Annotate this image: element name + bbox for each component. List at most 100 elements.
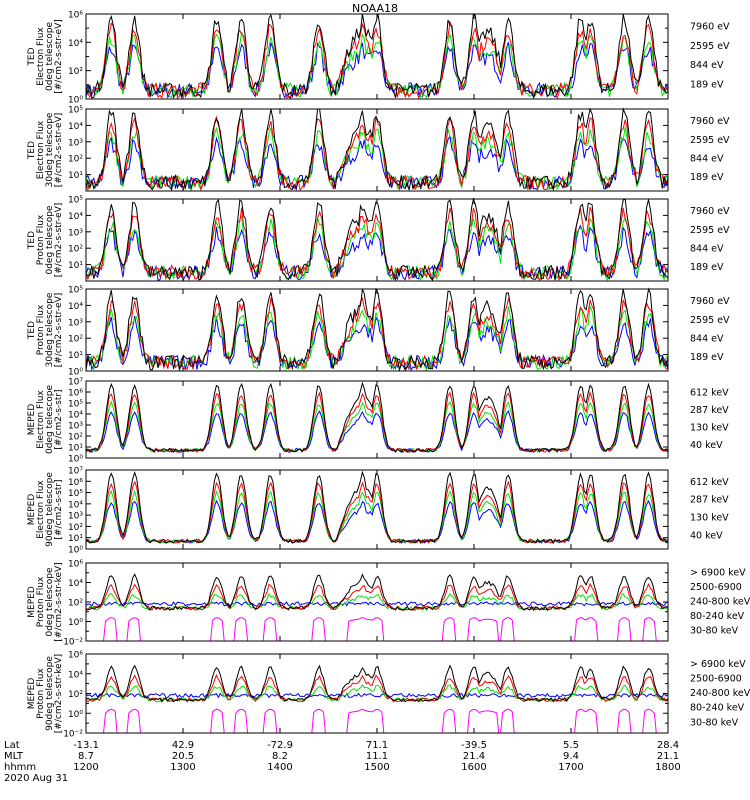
legend-entry: 189 eV — [690, 80, 724, 91]
legend-entry: 80-240 keV — [690, 703, 745, 714]
x-tick-label: 11.1 — [366, 751, 388, 762]
x-tick-label: 20.5 — [172, 751, 194, 762]
legend-entry: 844 eV — [690, 60, 724, 71]
series-line — [85, 692, 669, 699]
y-axis-label: TED — [27, 231, 37, 250]
series-line — [85, 664, 669, 703]
legend-entry: 612 keV — [690, 477, 729, 488]
y-axis-label: 30deg telescope — [45, 292, 55, 367]
series-line — [85, 21, 669, 100]
y-tick-label: 10⁴ — [68, 122, 83, 132]
legend-entry: > 6900 keV — [690, 568, 746, 579]
y-tick-label: 10⁷ — [68, 467, 83, 477]
x-tick-label: 1400 — [267, 762, 292, 773]
y-axis-label: Proton Flux — [36, 214, 46, 265]
y-tick-label: 10⁵ — [68, 489, 83, 499]
y-tick-label: 10⁻² — [63, 638, 83, 648]
y-axis-label: [#/cm2-s-str-keV] — [54, 562, 64, 641]
y-tick-label: 10⁰ — [68, 368, 83, 378]
legend-entry: 844 eV — [690, 153, 724, 164]
y-axis-label: TED — [27, 47, 37, 66]
y-axis-label: 0deg telescope — [45, 205, 55, 275]
x-tick-label: -72.9 — [267, 740, 293, 751]
y-axis-label: 90deg telescope — [45, 656, 55, 731]
legend-entry: 30-80 keV — [690, 625, 739, 636]
y-tick-label: 10² — [68, 245, 83, 255]
x-tick-label: 1600 — [461, 762, 486, 773]
x-tick-label: 21.4 — [463, 751, 485, 762]
chart-title: NOAA18 — [352, 2, 398, 15]
y-tick-label: 10⁴ — [68, 670, 83, 680]
y-tick-label: 10⁰ — [68, 618, 83, 628]
series-line — [85, 381, 669, 454]
y-axis-label: 0deg telescope — [45, 567, 55, 637]
y-tick-label: 10¹ — [68, 171, 83, 181]
y-axis-label: Proton Flux — [36, 304, 46, 355]
y-axis-label: [#/cm2-s-str-eV] — [54, 19, 64, 94]
y-tick-label: 10² — [68, 523, 83, 533]
series-line — [85, 224, 669, 282]
legend-entry: 130 keV — [690, 513, 729, 524]
series-line — [85, 470, 669, 544]
y-axis-label: [#/cm2-s-str] — [54, 389, 64, 449]
legend-entry: 2595 eV — [690, 41, 730, 52]
y-tick-label: 10⁴ — [68, 39, 83, 49]
y-tick-label: 10⁵ — [68, 286, 83, 296]
y-tick-label: 10³ — [68, 512, 83, 522]
legend-entry: 7960 eV — [690, 296, 730, 307]
legend-entry: 844 eV — [690, 243, 724, 254]
y-tick-label: 10² — [68, 599, 83, 609]
y-axis-label: Proton Flux — [36, 668, 46, 719]
plot-frame — [85, 380, 669, 459]
y-tick-label: 10⁴ — [68, 411, 83, 421]
y-tick-label: 10⁰ — [68, 455, 83, 465]
y-tick-label: 10⁶ — [68, 11, 83, 21]
y-tick-label: 10⁴ — [68, 302, 83, 312]
y-axis-label: [#/cm2-s-str] — [54, 479, 64, 539]
panel-1: 10⁰ 10² 10⁴ 10⁶ TED Electron Flux 0deg telesco… — [27, 11, 730, 106]
series-line — [86, 400, 669, 453]
series-line — [85, 684, 669, 703]
y-tick-label: 10³ — [68, 422, 83, 432]
series-line — [85, 13, 669, 100]
series-line — [85, 409, 669, 454]
legend-entry: > 6900 keV — [690, 659, 746, 670]
y-tick-label: 10⁰ — [68, 710, 83, 720]
panel-7: 10⁻² 10⁰ 10² 10⁴ 10⁶ MEPED Proton Flux 0deg tel… — [27, 560, 750, 648]
x-tick-label: 1200 — [73, 762, 98, 773]
y-axis-label: [#/cm2-s-str-eV] — [54, 113, 64, 188]
panel-8: 10⁻² 10⁰ 10² 10⁴ 10⁶ MEPED Proton Flux 90deg te… — [27, 651, 750, 740]
y-axis-label: 0deg telescope — [45, 385, 55, 455]
y-tick-label: 10⁰ — [68, 96, 83, 106]
y-axis-label: [#/cm2-s-str-eV] — [54, 203, 64, 278]
y-axis-label: Electron Flux — [36, 480, 46, 539]
series-line — [85, 304, 669, 372]
series-line — [85, 390, 669, 454]
legend-entry: 30-80 keV — [690, 717, 739, 728]
y-axis-label: Electron Flux — [36, 390, 46, 449]
y-tick-label: 10⁴ — [68, 579, 83, 589]
y-axis-label: [#/cm2-s-str-eV] — [54, 293, 64, 368]
panel-3: 10¹ 10² 10³ 10⁴ 10⁵ TED Proton Flux 0deg telesc… — [27, 196, 730, 282]
x-tick-label: 71.1 — [366, 740, 388, 751]
y-tick-label: 10⁰ — [68, 546, 83, 556]
x-tick-label: 21.1 — [657, 751, 679, 762]
y-tick-label: 10⁷ — [68, 378, 83, 388]
y-axis-label: Electron Flux — [36, 120, 46, 179]
plot-frame — [85, 469, 669, 550]
legend-entry: 240-800 keV — [690, 688, 750, 699]
x-tick-label: -39.5 — [461, 740, 487, 751]
y-tick-label: 10⁶ — [68, 478, 83, 488]
series-line — [85, 32, 669, 99]
legend-entry: 40 keV — [690, 531, 723, 542]
legend-entry: 189 eV — [690, 352, 724, 363]
x-tick-label: 9.4 — [563, 751, 579, 762]
y-tick-label: 10⁴ — [68, 212, 83, 222]
legend-entry: 2595 eV — [690, 315, 730, 326]
y-axis-label: MEPED — [27, 494, 37, 526]
legend-entry: 80-240 keV — [690, 611, 745, 622]
series-line — [85, 42, 669, 100]
